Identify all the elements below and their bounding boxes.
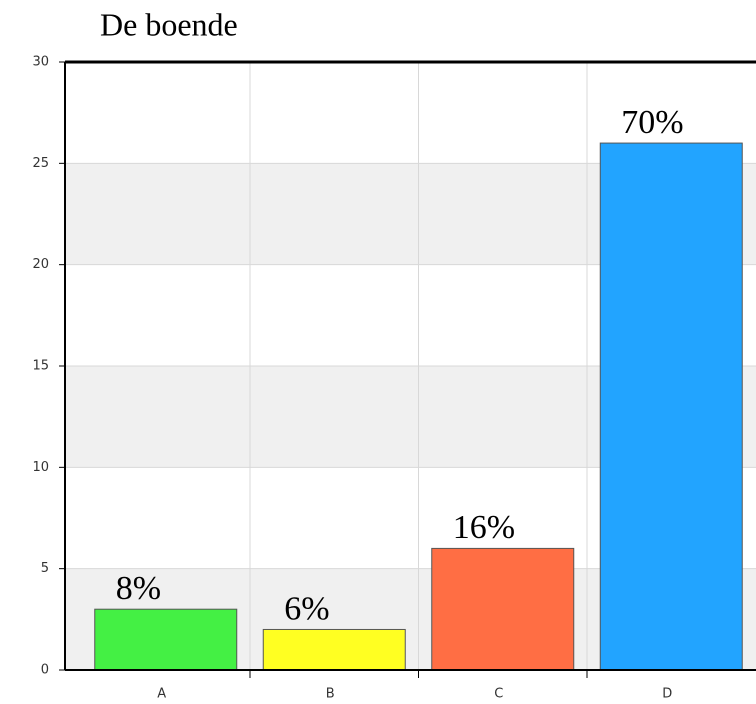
x-tick-label: C — [494, 687, 503, 702]
y-tick-label: 5 — [41, 561, 49, 576]
bar — [262, 628, 406, 671]
y-tick-label: 25 — [32, 156, 49, 171]
value-label: 6% — [284, 590, 329, 627]
y-tick-label: 15 — [32, 359, 49, 374]
x-tick-label: D — [662, 687, 672, 702]
y-tick-label: 10 — [32, 460, 49, 475]
chart-title: De boende — [100, 6, 238, 42]
y-tick-label: 0 — [41, 663, 49, 678]
x-tick-label: B — [326, 687, 335, 702]
bar — [431, 547, 575, 671]
value-label: 8% — [116, 570, 161, 607]
x-tick-label: A — [157, 687, 166, 702]
y-tick-label: 30 — [32, 55, 49, 70]
value-label: 70% — [621, 104, 683, 141]
y-tick-label: 20 — [32, 257, 49, 272]
value-label: 16% — [453, 509, 515, 546]
bar — [599, 142, 743, 671]
bar — [94, 608, 238, 671]
